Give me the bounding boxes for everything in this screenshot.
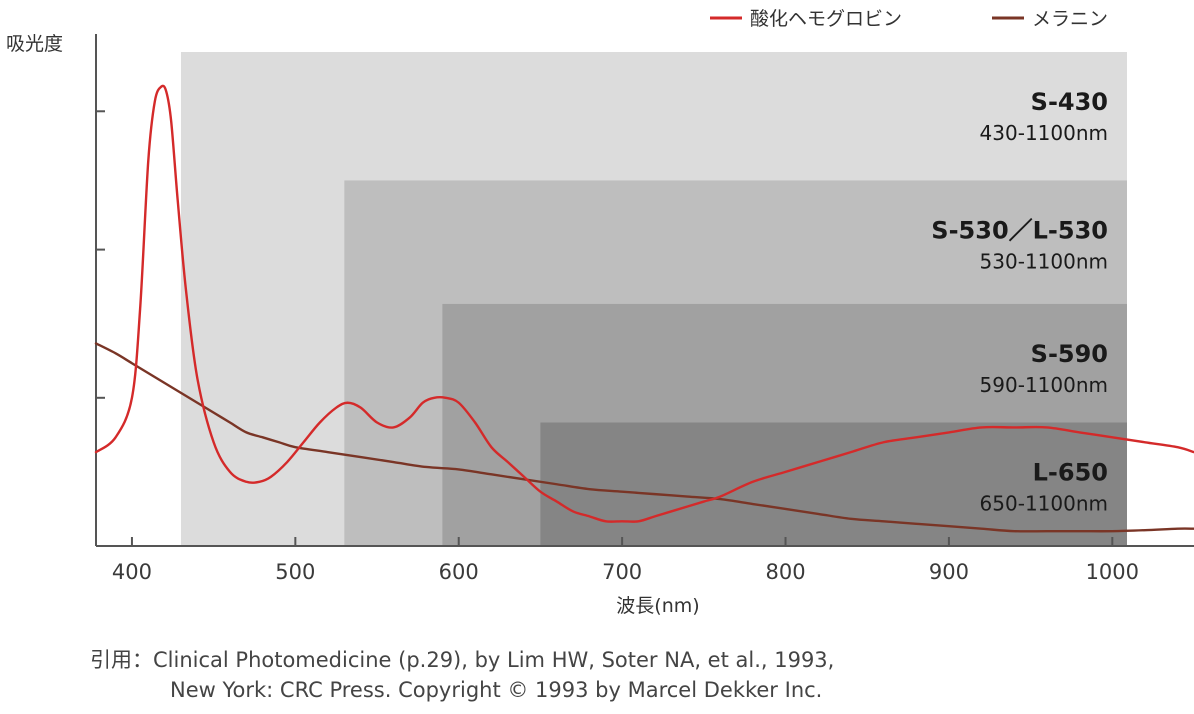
absorbance-chart: 400 500 600 700 800 900 1000 S-430430-1100nmS-… bbox=[6, 8, 1194, 617]
x-axis-label: 波長(nm) bbox=[616, 595, 699, 617]
region-name-s-530-l-530: S-530／L-530 bbox=[931, 216, 1108, 244]
x-tick-label-500: 500 bbox=[275, 560, 315, 584]
region-labels: S-430 430-1100nm S-530／L-530 530-1100nm S-59… bbox=[931, 88, 1108, 516]
series-line-oxyhemoglobin bbox=[94, 84, 1194, 523]
citation: 引用：Clinical Photomedicine (p.29), by Lim… bbox=[90, 645, 834, 705]
citation-line-1: 引用：Clinical Photomedicine (p.29), by Lim… bbox=[90, 648, 835, 672]
y-axis-label: 吸光度 bbox=[6, 33, 63, 55]
x-tick-label-600: 600 bbox=[439, 560, 479, 584]
x-tick-label-1000: 1000 bbox=[1086, 560, 1139, 584]
series-line-melanin bbox=[94, 342, 1194, 533]
region-range-l-650: 650-1100nm bbox=[980, 492, 1108, 516]
x-tick-label-900: 900 bbox=[929, 560, 969, 584]
region-range-s-430: 430-1100nm bbox=[980, 121, 1108, 145]
axes: 400 500 600 700 800 900 1000 bbox=[95, 34, 1194, 584]
legend-label-melanin: メラニン bbox=[1032, 8, 1108, 30]
region-l-650 bbox=[540, 422, 1127, 546]
citation-line-2: New York: CRC Press. Copyright © 1993 by… bbox=[170, 678, 823, 702]
x-tick-label-400: 400 bbox=[112, 560, 152, 584]
product-regions bbox=[180, 52, 1128, 546]
y-axis-ticks bbox=[96, 110, 105, 399]
legend: 酸化ヘモグロビン メラニン bbox=[710, 8, 1108, 30]
x-tick-label-800: 800 bbox=[765, 560, 805, 584]
region-name-s-590: S-590 bbox=[1031, 340, 1108, 368]
legend-label-oxyhemoglobin: 酸化ヘモグロビン bbox=[750, 8, 902, 30]
region-range-s-590: 590-1100nm bbox=[980, 373, 1108, 397]
region-range-s-530-l-530: 530-1100nm bbox=[980, 249, 1108, 273]
region-name-l-650: L-650 bbox=[1033, 459, 1108, 487]
series-lines bbox=[94, 84, 1194, 533]
x-tick-label-700: 700 bbox=[602, 560, 642, 584]
x-axis-ticks: 400 500 600 700 800 900 1000 bbox=[112, 537, 1139, 584]
region-name-s-430: S-430 bbox=[1031, 88, 1108, 116]
